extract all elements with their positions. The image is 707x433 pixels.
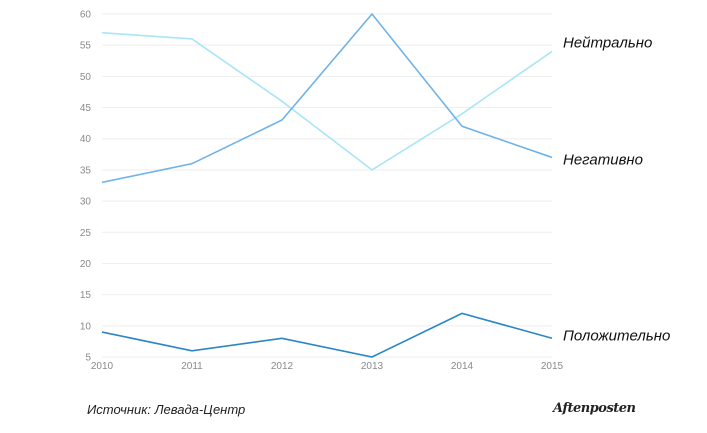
series-line xyxy=(101,312,553,358)
y-tick-label: 40 xyxy=(80,134,92,145)
y-tick-label: 55 xyxy=(80,41,92,52)
x-tick-label: 2014 xyxy=(451,361,474,372)
y-tick-label: 35 xyxy=(80,165,92,176)
publisher-logo: Aftenposten xyxy=(553,401,636,416)
y-tick-label: 5 xyxy=(85,353,91,364)
y-tick-label: 45 xyxy=(80,103,92,114)
y-tick-label: 25 xyxy=(80,228,92,239)
source-note: Источник: Левада-Центр xyxy=(87,402,246,417)
y-tick-label: 60 xyxy=(80,10,92,21)
y-tick-label: 30 xyxy=(80,197,92,208)
series-line xyxy=(101,31,553,171)
x-tick-label: 2015 xyxy=(541,361,564,372)
x-tick-label: 2013 xyxy=(361,361,384,372)
y-tick-label: 15 xyxy=(80,290,92,301)
y-tick-label: 50 xyxy=(80,72,92,83)
x-tick-label: 2012 xyxy=(271,361,294,372)
series-label: Негативно xyxy=(563,151,643,168)
y-tick-label: 10 xyxy=(80,321,92,332)
series-label: Нейтрально xyxy=(563,34,652,51)
series-line xyxy=(101,12,553,184)
series-label: Положительно xyxy=(563,327,670,344)
x-tick-label: 2010 xyxy=(91,361,114,372)
x-tick-label: 2011 xyxy=(181,361,203,372)
y-tick-label: 20 xyxy=(80,259,92,270)
